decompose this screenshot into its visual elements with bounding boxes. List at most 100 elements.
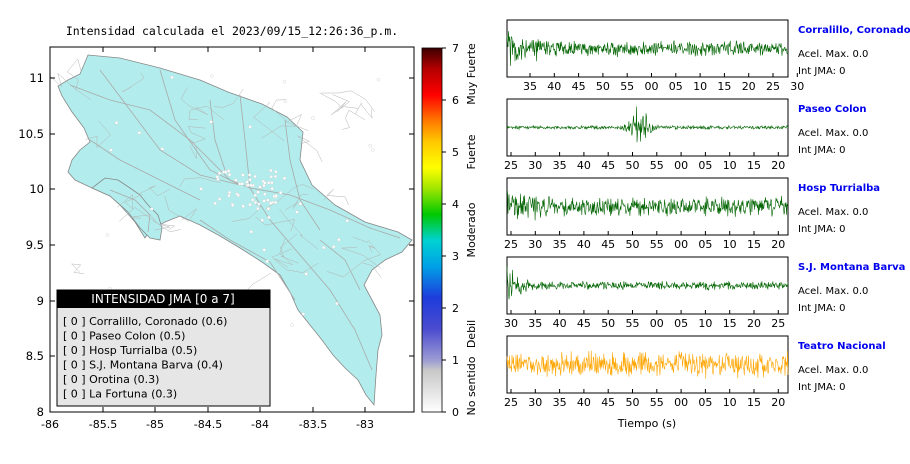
station-max-acel: Acel. Max. 0.0 xyxy=(798,128,868,139)
waveform-tick-label: 55 xyxy=(626,317,640,330)
colorbar-tick-label: 2 xyxy=(452,302,459,315)
map-y-tick-label: 8 xyxy=(37,405,44,419)
town-dot xyxy=(245,180,249,184)
town-dot xyxy=(253,174,257,179)
town-dot xyxy=(248,202,252,207)
road-line xyxy=(66,58,82,91)
road-line xyxy=(285,193,309,211)
waveform-tick-label: 40 xyxy=(547,80,561,93)
town-dot xyxy=(267,215,271,220)
waveform-tick-label: 25 xyxy=(504,159,518,172)
waveform-tick-label: 05 xyxy=(698,159,712,172)
town-dot xyxy=(217,197,222,201)
legend-header xyxy=(57,290,270,308)
town-dot xyxy=(265,259,269,264)
waveform-tick-label: 15 xyxy=(747,159,761,172)
waveform-tick-label: 15 xyxy=(717,80,731,93)
town-dot xyxy=(246,183,251,187)
waveform-panel: 30 35 40 45 50 55 00 05 10 15 20 25 S.J. Montana Bar… xyxy=(504,256,905,330)
colorbar-scale xyxy=(421,47,443,413)
town-dot xyxy=(217,171,222,175)
road-line xyxy=(271,248,319,273)
road-line xyxy=(213,88,244,108)
map-x-axis: -86 -85.5 -85 -84.5 -84 -83.5 -83 xyxy=(41,47,374,431)
waveform-tick-label: 05 xyxy=(698,238,712,251)
town-dot xyxy=(321,245,326,250)
waveform-tick-label: 00 xyxy=(674,238,688,251)
colorbar-category-label: Muy Fuerte xyxy=(465,43,478,105)
town-dot xyxy=(267,180,271,185)
town-dot xyxy=(199,187,203,191)
map-x-tick-label: -86 xyxy=(41,418,59,431)
station-int-jma: Int JMA: 0 xyxy=(798,66,846,77)
town-dot xyxy=(376,77,381,82)
waveform-tick-label: 15 xyxy=(747,396,761,409)
waveform-tick-label: 55 xyxy=(620,80,634,93)
town-dot xyxy=(269,175,273,179)
town-dot xyxy=(213,201,217,206)
road-line xyxy=(49,72,92,101)
road-line xyxy=(341,247,381,269)
town-dot xyxy=(283,99,287,104)
waveform-tick-label: 50 xyxy=(601,317,615,330)
waveform-trace xyxy=(506,350,789,379)
legend-item: [ 0 ] La Fortuna (0.3) xyxy=(63,388,177,401)
station-name: S.J. Montana Barva xyxy=(798,262,905,273)
town-dot xyxy=(227,172,232,177)
waveform-tick-label: 40 xyxy=(577,396,591,409)
town-dot xyxy=(257,202,261,206)
colorbar-category-label: Moderado xyxy=(465,202,478,257)
town-dot xyxy=(137,131,142,135)
town-dot xyxy=(227,193,231,198)
colorbar-tick-label: 1 xyxy=(452,354,459,367)
map-y-tick-label: 10.5 xyxy=(18,127,44,141)
town-dot xyxy=(273,200,278,205)
town-dot xyxy=(263,192,267,196)
road-line xyxy=(154,223,176,231)
nicoya-peninsula xyxy=(91,177,163,241)
waveform-frame xyxy=(506,335,789,394)
waveform-tick-label: 25 xyxy=(766,80,780,93)
waveform-trace xyxy=(506,31,789,66)
waveform-panels: 35 40 45 50 55 00 05 10 15 20 25 30 Corralillo, Coro… xyxy=(504,19,910,409)
town-dot xyxy=(109,148,113,152)
map-y-tick-label: 8.5 xyxy=(26,349,44,363)
waveform-tick-label: 30 xyxy=(528,396,542,409)
intensity-colorbar: 0 1 2 3 4 5 6 7 No sentido Debil Moderado Fuerte Muy… xyxy=(421,42,478,419)
waveform-trace xyxy=(506,191,789,221)
colorbar-category-label: Debil xyxy=(465,320,478,348)
waveform-tick-label: 55 xyxy=(650,159,664,172)
waveform-panel: 25 30 35 40 45 50 55 00 05 10 15 20 Teatro Nacional A… xyxy=(504,335,886,409)
station-max-acel: Acel. Max. 0.0 xyxy=(798,365,868,376)
station-int-jma: Int JMA: 0 xyxy=(798,224,846,235)
town-dot xyxy=(270,180,274,185)
waveform-frame xyxy=(506,177,789,236)
town-dot xyxy=(224,170,228,174)
town-dot xyxy=(114,121,119,125)
waveform-tick-label: 20 xyxy=(771,238,785,251)
waveform-tick-label: 35 xyxy=(553,159,567,172)
town-dot xyxy=(249,183,253,188)
station-name: Corralillo, Coronado xyxy=(798,25,910,36)
station-max-acel: Acel. Max. 0.0 xyxy=(798,286,868,297)
waveform-tick-label: 05 xyxy=(669,80,683,93)
town-dot xyxy=(335,301,339,306)
town-dot xyxy=(256,190,260,194)
road-line xyxy=(261,113,302,139)
town-dot xyxy=(273,174,278,179)
town-dot xyxy=(150,207,154,211)
road-line xyxy=(368,245,376,253)
road-line xyxy=(274,238,293,268)
waveform-tick-label: 15 xyxy=(723,317,737,330)
town-dot xyxy=(368,143,372,148)
waveform-tick-label: 05 xyxy=(674,317,688,330)
town-dot xyxy=(269,201,273,205)
colorbar-tick-label: 7 xyxy=(452,42,459,55)
town-dot xyxy=(282,80,287,84)
town-dot xyxy=(240,182,244,186)
colorbar-category-label: No sentido xyxy=(465,356,478,415)
waveform-tick-label: 45 xyxy=(577,317,591,330)
map-frame xyxy=(49,46,415,413)
road-line xyxy=(319,92,358,109)
colorbar-tick-label: 6 xyxy=(452,94,459,107)
